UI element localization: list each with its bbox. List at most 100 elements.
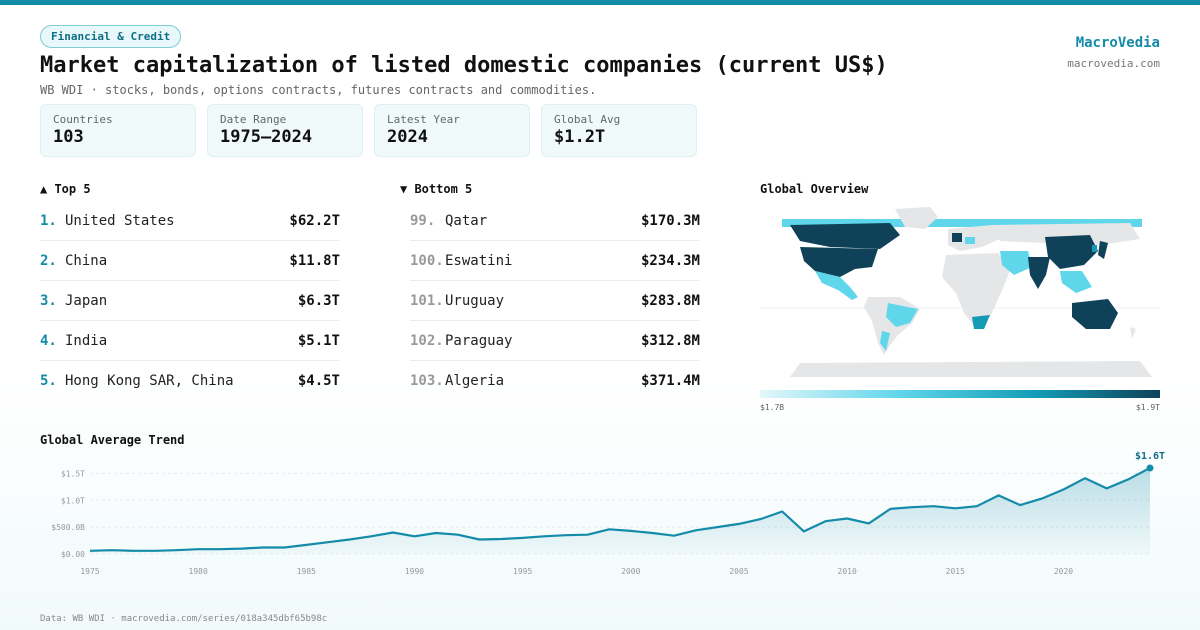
africa-region bbox=[942, 253, 1010, 329]
usa-region bbox=[800, 247, 878, 277]
bottom5-row[interactable]: 99. Qatar $170.3M bbox=[410, 201, 700, 241]
x-tick-label: 1980 bbox=[189, 567, 208, 576]
country-value: $6.3T bbox=[297, 292, 340, 309]
world-choropleth-map[interactable] bbox=[760, 205, 1160, 380]
country-name: United States bbox=[65, 212, 175, 229]
stat-label: Global Avg bbox=[554, 113, 621, 126]
stat-card-latest-year: Latest Year 2024 bbox=[374, 104, 530, 157]
country-value: $312.8M bbox=[640, 332, 700, 349]
rank-number: 1. bbox=[40, 212, 57, 229]
bottom5-row[interactable]: 103. Algeria $371.4M bbox=[410, 361, 700, 401]
top5-row[interactable]: 5. Hong Kong SAR, China $4.5T bbox=[40, 361, 340, 401]
rank-number: 2. bbox=[40, 252, 57, 269]
korea-region bbox=[1092, 245, 1097, 252]
south-africa-region bbox=[972, 315, 990, 329]
brazil-region bbox=[886, 303, 918, 327]
stat-card-date-range: Date Range 1975–2024 bbox=[207, 104, 363, 157]
country-value: $234.3M bbox=[640, 252, 700, 269]
brand-name[interactable]: MacroVedia bbox=[1075, 35, 1160, 51]
trend-area bbox=[90, 468, 1150, 554]
trend-last-point bbox=[1146, 464, 1154, 472]
x-tick-label: 2005 bbox=[729, 567, 748, 576]
russia-region bbox=[992, 223, 1140, 245]
x-tick-label: 2015 bbox=[946, 567, 965, 576]
country-name: Eswatini bbox=[445, 252, 513, 269]
country-name: Paraguay bbox=[445, 332, 513, 349]
uk-region bbox=[952, 233, 962, 242]
bottom5-title: ▼ Bottom 5 bbox=[400, 182, 473, 196]
antarctica-region bbox=[790, 361, 1152, 377]
france-germany-region bbox=[965, 237, 975, 244]
y-tick-label: $1.5T bbox=[61, 469, 85, 478]
global-average-trend-chart[interactable]: $0.00 $500.0B $1.0T $1.5T 1975 1980 1985 1990 19… bbox=[40, 445, 1165, 580]
country-name: Qatar bbox=[445, 212, 488, 229]
trend-line bbox=[89, 467, 1151, 552]
canada-region bbox=[790, 223, 900, 249]
top5-title: ▲ Top 5 bbox=[40, 182, 91, 196]
top5-row[interactable]: 1. United States $62.2T bbox=[40, 201, 340, 241]
top5-row[interactable]: 2. China $11.8T bbox=[40, 241, 340, 281]
trend-title: Global Average Trend bbox=[40, 433, 185, 447]
country-value: $4.5T bbox=[297, 373, 340, 389]
country-value: $283.8M bbox=[640, 292, 700, 309]
country-name: Algeria bbox=[445, 373, 505, 389]
bottom5-row[interactable]: 102. Paraguay $312.8M bbox=[410, 321, 700, 361]
x-tick-label: 1975 bbox=[80, 567, 99, 576]
chile-region bbox=[880, 331, 890, 351]
rank-number: 99. bbox=[410, 212, 436, 229]
top5-row[interactable]: 4. India $5.1T bbox=[40, 321, 340, 361]
page-subtitle: WB WDI · stocks, bonds, options contract… bbox=[40, 83, 597, 97]
bottom5-list: 99. Qatar $170.3M 100. Eswatini $234.3M … bbox=[410, 201, 700, 401]
middle-east-region bbox=[1000, 251, 1032, 275]
brand: MacroVedia macrovedia.com bbox=[1067, 35, 1160, 70]
stat-value: 1975–2024 bbox=[220, 127, 313, 147]
rank-number: 103. bbox=[410, 373, 444, 389]
southeast-asia-region bbox=[1060, 271, 1092, 293]
china-region bbox=[1045, 235, 1098, 269]
rank-number: 100. bbox=[410, 252, 444, 269]
bottom5-row[interactable]: 100. Eswatini $234.3M bbox=[410, 241, 700, 281]
country-value: $5.1T bbox=[297, 332, 340, 349]
legend-min-label: $1.7B bbox=[760, 403, 785, 412]
australia-region bbox=[1072, 299, 1118, 329]
country-name: India bbox=[65, 332, 108, 349]
country-value: $11.8T bbox=[289, 252, 340, 269]
greenland-region bbox=[895, 207, 938, 229]
trend-last-value-label: $1.6T bbox=[1135, 451, 1165, 462]
rank-number: 4. bbox=[40, 332, 57, 349]
y-tick-label: $500.0B bbox=[51, 523, 85, 532]
brand-url[interactable]: macrovedia.com bbox=[1067, 57, 1160, 70]
india-region bbox=[1028, 257, 1050, 289]
country-name: China bbox=[65, 252, 108, 269]
rank-number: 101. bbox=[410, 292, 444, 309]
x-tick-label: 2000 bbox=[621, 567, 640, 576]
map-legend-bar bbox=[760, 390, 1160, 398]
legend-max-label: $1.9T bbox=[1135, 403, 1160, 412]
bottom5-row[interactable]: 101. Uruguay $283.8M bbox=[410, 281, 700, 321]
stat-label: Latest Year bbox=[387, 113, 460, 126]
country-value: $371.4M bbox=[640, 373, 700, 389]
rank-number: 102. bbox=[410, 332, 444, 349]
stat-label: Date Range bbox=[220, 113, 287, 126]
x-tick-label: 1990 bbox=[405, 567, 424, 576]
top-accent-bar bbox=[0, 0, 1200, 5]
x-tick-label: 1995 bbox=[513, 567, 532, 576]
country-name: Uruguay bbox=[445, 292, 505, 309]
top5-row[interactable]: 3. Japan $6.3T bbox=[40, 281, 340, 321]
new-zealand-region bbox=[1130, 327, 1136, 339]
country-name: Hong Kong SAR, China bbox=[65, 373, 234, 389]
category-tag[interactable]: Financial & Credit bbox=[40, 25, 182, 48]
x-tick-label: 2020 bbox=[1054, 567, 1073, 576]
stat-card-global-avg: Global Avg $1.2T bbox=[541, 104, 697, 157]
map-title: Global Overview bbox=[760, 182, 869, 196]
stat-label: Countries bbox=[53, 113, 113, 126]
page-title: Market capitalization of listed domestic… bbox=[40, 53, 888, 78]
arctic-region bbox=[782, 219, 1142, 227]
country-name: Japan bbox=[65, 292, 108, 309]
stat-value: 103 bbox=[53, 127, 84, 147]
x-tick-label: 2010 bbox=[838, 567, 857, 576]
country-value: $170.3M bbox=[640, 212, 700, 229]
stat-card-countries: Countries 103 bbox=[40, 104, 196, 157]
mexico-region bbox=[815, 271, 858, 300]
y-tick-label: $0.00 bbox=[61, 550, 85, 559]
